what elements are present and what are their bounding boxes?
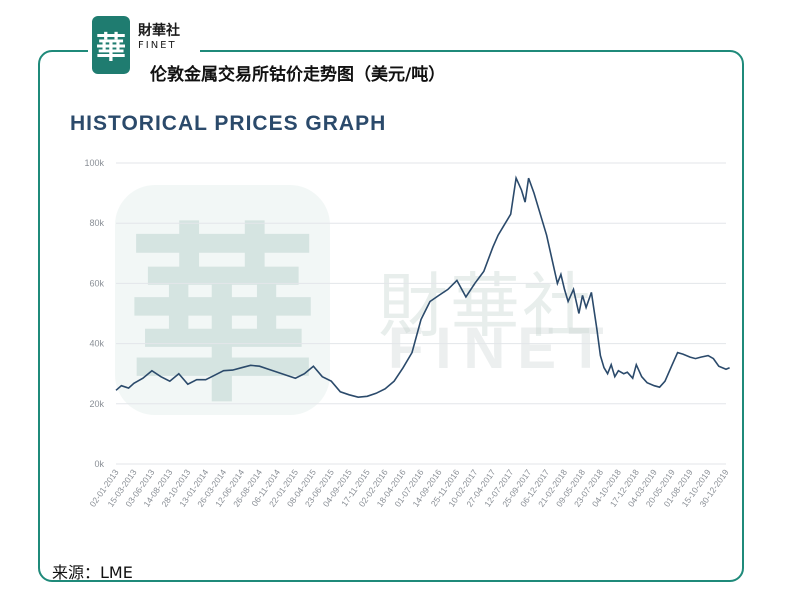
y-tick-label: 80k [89, 218, 104, 228]
source-note: 来源：LME [52, 563, 133, 582]
price-series-line [115, 175, 730, 399]
watermark-text-en: FINET [388, 316, 616, 381]
chart-title: HISTORICAL PRICES GRAPH [70, 112, 387, 135]
y-tick-label: 100k [84, 158, 104, 168]
y-tick-label: 20k [89, 399, 104, 409]
x-axis-ticks: 02-01-201315-03-201303-06-201314-08-2013… [88, 467, 731, 509]
finet-logo-icon: 華 [92, 16, 130, 74]
grid-layer [116, 162, 726, 465]
brand-name-en: FINET [138, 40, 177, 51]
y-tick-label: 60k [89, 278, 104, 288]
y-tick-label: 40k [89, 339, 104, 349]
chart-frame [38, 50, 744, 582]
y-axis-ticks: 0k 20k 40k 60k 80k 100k [84, 158, 104, 469]
y-tick-label: 0k [94, 459, 104, 469]
brand-name-cn: 財華社 [138, 23, 180, 39]
page-title: 伦敦金属交易所钴价走势图（美元/吨） [150, 65, 446, 85]
